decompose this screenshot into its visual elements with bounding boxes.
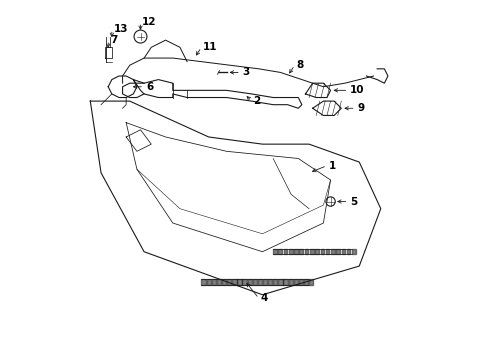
Text: 8: 8: [296, 60, 303, 70]
Text: 7: 7: [110, 35, 117, 45]
Text: 1: 1: [328, 161, 335, 171]
Text: 4: 4: [260, 293, 267, 303]
Text: 3: 3: [242, 67, 249, 77]
Text: 6: 6: [145, 82, 153, 92]
Text: 11: 11: [203, 42, 217, 52]
Text: 2: 2: [253, 96, 260, 106]
Text: 9: 9: [357, 103, 364, 113]
Text: 10: 10: [349, 85, 364, 95]
Text: 13: 13: [113, 24, 128, 35]
Text: 5: 5: [349, 197, 357, 207]
Text: 12: 12: [142, 17, 157, 27]
